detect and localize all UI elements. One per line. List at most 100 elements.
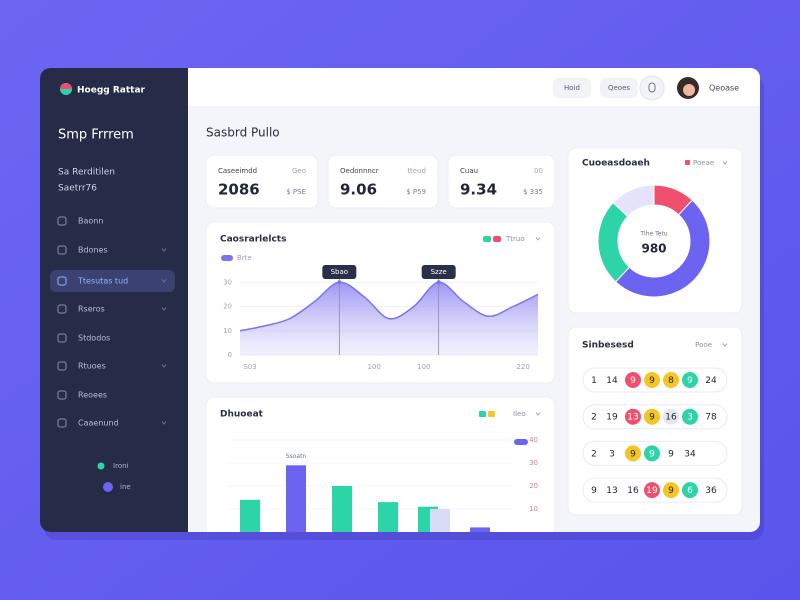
- row-number: 6: [687, 486, 693, 496]
- number-ball: [663, 408, 679, 425]
- chevron: [161, 307, 167, 311]
- menu-active-bg[interactable]: [50, 270, 175, 292]
- x-tick-label: 100: [367, 363, 380, 371]
- sidebar-subtitle: Saetrr76: [58, 184, 97, 194]
- legend-label: ine: [120, 483, 131, 491]
- tooltip: [421, 265, 456, 279]
- legend-chip: [493, 236, 501, 242]
- legend-chip: [483, 236, 491, 242]
- donut-segment: [612, 184, 655, 218]
- area-fill: [240, 282, 538, 355]
- user-name: Qeoase: [709, 84, 739, 93]
- app-window: Hoegg Rattar Smp Frrrem Sa Rerditilen Saetr…: [40, 68, 760, 532]
- card: [327, 154, 439, 209]
- legend-pill: [514, 439, 528, 445]
- stat-label: Cuau: [460, 167, 478, 175]
- menu-icon: [57, 245, 67, 255]
- row-number: 9: [591, 486, 597, 496]
- number-ball: [663, 482, 679, 499]
- point: [337, 280, 342, 285]
- chevron: [722, 161, 728, 165]
- topbar-link[interactable]: Qeoes: [608, 84, 630, 92]
- menu-icon: [57, 333, 67, 343]
- topbar-link[interactable]: Hoid: [564, 84, 580, 92]
- number-ball: [625, 445, 641, 462]
- row-number: 19: [606, 413, 618, 423]
- legend-label: Ironi: [113, 462, 129, 470]
- bar: [470, 527, 490, 532]
- sidebar-title: Smp Frrrem: [58, 128, 134, 143]
- row-number: 78: [705, 413, 717, 423]
- legend-label: Ileo: [513, 410, 526, 418]
- menu-item[interactable]: Caaenund: [78, 419, 119, 428]
- row-number: 9: [668, 486, 674, 496]
- stat-value: 9.06: [340, 181, 377, 199]
- y-tick-label: 0: [228, 351, 232, 359]
- row-number: 36: [705, 486, 717, 496]
- card-title: Sinbesesd: [582, 341, 634, 351]
- topbar-button[interactable]: [553, 78, 591, 98]
- legend-label: Ttruo: [505, 235, 525, 243]
- row-number: 16: [627, 486, 639, 496]
- legend-dot: [103, 482, 113, 492]
- bell-button[interactable]: [639, 75, 665, 101]
- chevron: [161, 364, 167, 368]
- chart-title: Cuoeasdoaeh: [582, 159, 650, 169]
- menu-icon: [57, 304, 67, 314]
- row-number: 9: [687, 376, 693, 386]
- legend-chip: [221, 255, 233, 261]
- sidebar: [40, 68, 188, 532]
- menu-icon: [57, 216, 67, 226]
- menu-item[interactable]: Bdones: [78, 246, 108, 255]
- menu-item[interactable]: Rtuoes: [78, 362, 106, 371]
- row-number: 13: [627, 413, 638, 423]
- menu-item[interactable]: Reoees: [78, 391, 107, 400]
- menu-item[interactable]: Ttesutas tud: [77, 277, 128, 286]
- topbar-button[interactable]: [600, 78, 638, 98]
- card: [447, 154, 556, 209]
- card: [205, 221, 556, 384]
- bell-icon: [648, 82, 656, 93]
- donut-center-value: 980: [641, 242, 666, 256]
- number-ball: [644, 408, 660, 425]
- row-number: 8: [668, 376, 674, 386]
- stat-delta: $ 335: [523, 188, 543, 196]
- bar: [430, 509, 450, 532]
- tooltip: [322, 265, 357, 279]
- chevron: [722, 343, 728, 347]
- number-ball: [682, 372, 698, 388]
- row-number: 3: [609, 449, 615, 459]
- number-ball: [682, 482, 698, 499]
- bar: [332, 486, 352, 532]
- x-tick-label: 220: [516, 363, 529, 371]
- menu-item[interactable]: Stdodos: [78, 334, 110, 343]
- stat-value: 9.34: [460, 181, 497, 199]
- legend-label: Poeae: [693, 159, 714, 167]
- row-number: 9: [649, 449, 655, 459]
- row-number: 9: [630, 376, 636, 386]
- number-ball: [663, 372, 679, 388]
- area-line: [239, 281, 539, 332]
- legend-dot: [97, 462, 105, 470]
- tooltip-label: Szze: [431, 268, 447, 276]
- row-number: 2: [591, 413, 597, 423]
- bar: [286, 465, 306, 532]
- y-tick-label: 10: [529, 505, 538, 513]
- menu-icon: [57, 361, 67, 371]
- stat-value: 2086: [218, 181, 260, 199]
- row-number: 19: [646, 486, 658, 496]
- bar: [378, 502, 398, 532]
- row-number: 9: [630, 449, 636, 459]
- row-number: 9: [668, 449, 674, 459]
- row-number: 13: [606, 486, 617, 496]
- card-filter: Pooe: [695, 341, 712, 349]
- menu-item[interactable]: Rseros: [78, 305, 105, 314]
- number-ball: [682, 408, 698, 425]
- y-tick-label: 20: [529, 482, 538, 490]
- x-tick-label: 100: [417, 363, 430, 371]
- page-heading: Sasbrd Pullo: [206, 126, 280, 140]
- number-ball: [625, 408, 641, 425]
- menu-item[interactable]: Baonn: [78, 217, 103, 226]
